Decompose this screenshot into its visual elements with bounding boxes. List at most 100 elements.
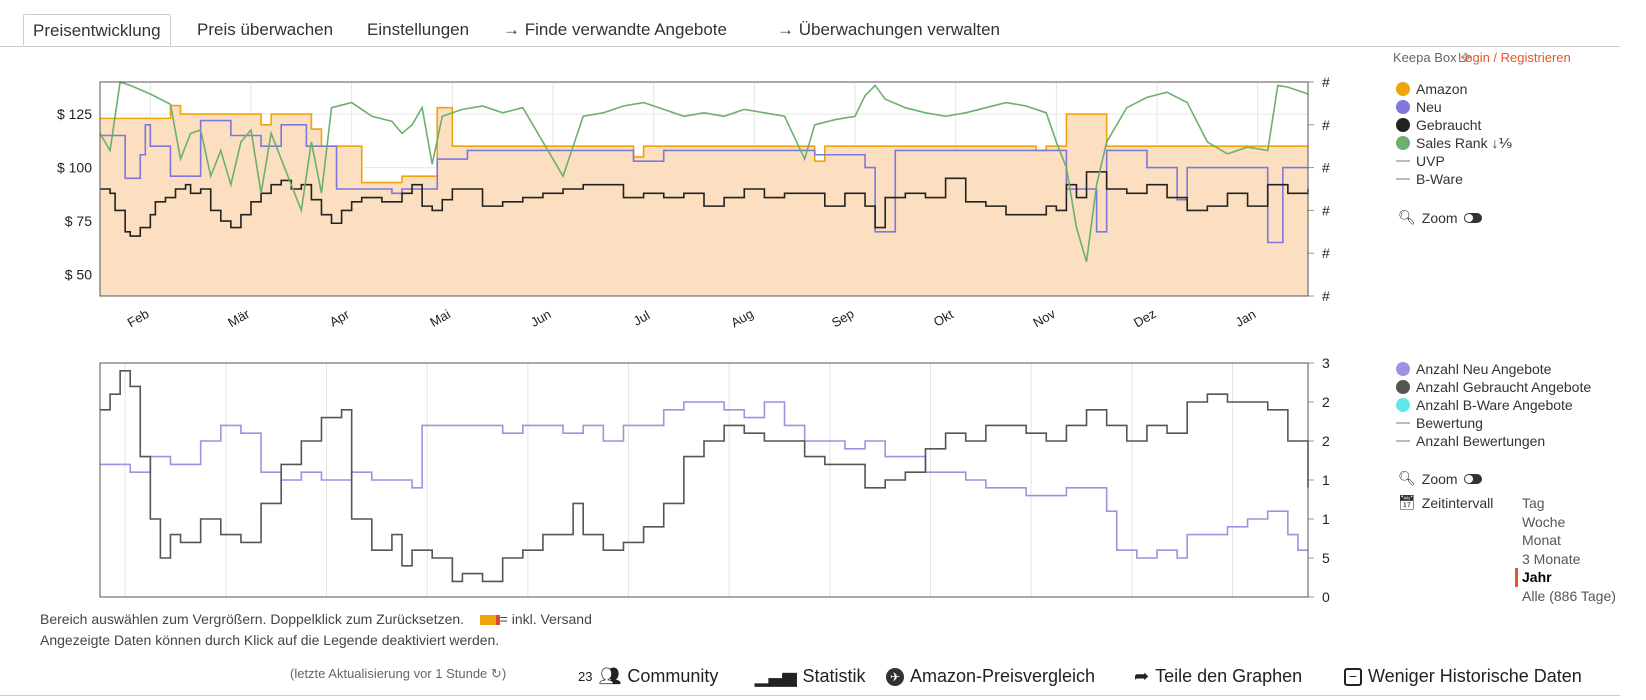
x-tick-label: Jan [1233,306,1259,329]
tab-einstellungen[interactable]: Einstellungen [367,20,470,39]
y-tick-right: 30 [1322,355,1330,371]
series-line-anzahl-neu-angebote [100,401,1308,559]
x-tick-label: Okt [931,306,956,329]
plus-icon: ✥ [1460,50,1472,65]
x-tick-label: Jun [528,306,554,329]
tab-finde-angebote[interactable]: → Finde verwandte Angebote [503,20,727,39]
interval-label: 📅︎ Zeitintervall [1398,494,1494,511]
y-tick-right: #10,000 [1322,245,1330,261]
tab-bar: Preisentwicklung Preis überwachen Einste… [0,0,1620,47]
price-chart[interactable]: $ 50 $ 75 $ 100 $ 125 #0 #2,500 #5,000 #7,500 #1… [0,70,1330,350]
legend-dot-icon [1396,398,1410,412]
legend-label: UVP [1416,153,1445,169]
legend-dot-icon [1396,100,1410,114]
x-tick-label: Dez [1131,306,1159,331]
x-tick-label: Jul [630,307,652,328]
y-tick-right: 25 [1322,394,1330,410]
zoom-toggle-1[interactable]: 🔍︎ Zoom [1398,209,1482,226]
interval-option[interactable]: Tag [1522,495,1545,511]
legend-note: Angezeigte Daten können durch Klick auf … [40,632,500,648]
series-line-anzahl-gebraucht-angebote [100,370,1309,583]
series-line-neu [100,119,1308,244]
search-icon: 🔍︎ [1398,209,1416,225]
y-tick-right: 5 [1322,550,1330,566]
legend-item[interactable]: Sales Rank ↓⅑ [1396,134,1512,152]
legend-label: Bewertung [1416,415,1483,431]
series-line-gebraucht [100,171,1309,237]
legend-item[interactable]: Bewertung [1396,414,1591,432]
users-icon: 👥︎ [598,666,622,686]
legend-label: Anzahl Bewertungen [1416,433,1546,449]
share-graph-link[interactable]: ➦ Teile den Graphen [1134,666,1303,686]
x-tick-label: Feb [125,306,152,330]
series-line-amazon [100,104,1308,184]
offers-chart[interactable]: 0 5 10 15 20 25 30 [0,355,1330,605]
y-tick-right: 20 [1322,433,1330,449]
interval-option[interactable]: Jahr [1515,568,1616,587]
statistics-link[interactable]: ▁▃▅ Statistik [755,666,866,686]
bottom-divider [0,695,1620,696]
legend-label: Anzahl Neu Angebote [1416,361,1552,377]
zoom-label: Zoom [1421,470,1458,487]
globe-icon: ✈︎ [886,667,904,686]
zoom-toggle-2[interactable]: 🔍︎ Zoom [1398,470,1482,487]
interval-option[interactable]: Alle (886 Tage) [1522,587,1616,604]
legend-item[interactable]: Gebraucht [1396,116,1512,134]
offers-legend: Anzahl Neu Angebote Anzahl Gebraucht Ange… [1396,360,1591,450]
bar-chart-icon: ▁▃▅ [755,666,797,686]
y-tick-right: 10 [1322,511,1330,527]
update-status: (letzte Aktualisierung vor 1 Stunde ↻) [290,666,507,681]
legend-item[interactable]: Amazon [1396,80,1512,98]
legend-item[interactable]: B-Ware [1396,170,1512,188]
y-tick-left: $ 100 [57,160,92,176]
interval-option[interactable]: 3 Monate [1522,550,1581,567]
legend-dash-icon [1396,440,1410,442]
community-link[interactable]: 23 👥︎ Community [578,666,719,686]
series-line-sales-rank [99,80,1309,262]
price-compare-link[interactable]: ✈︎ Amazon-Preisvergleich [886,666,1095,687]
legend-label: B-Ware [1416,171,1463,187]
share-icon: ➦ [1134,666,1150,686]
legend-label: Anzahl B-Ware Angebote [1416,397,1573,413]
keepa-box-link[interactable]: Keepa Box ✥ [1393,50,1472,65]
zoom-label: Zoom [1421,209,1458,226]
legend-dot-icon [1396,136,1410,150]
x-tick-label: Sep [829,306,857,331]
legend-dash-icon [1396,178,1410,180]
legend-dash-icon [1396,422,1410,424]
legend-item[interactable]: Anzahl Neu Angebote [1396,360,1591,378]
tab-preisentwicklung[interactable]: Preisentwicklung [23,14,171,46]
plot-frame [99,362,1309,598]
y-tick-right: #0 [1322,74,1330,90]
legend-item[interactable]: Anzahl Gebraucht Angebote [1396,378,1591,396]
legend-label: Anzahl Gebraucht Angebote [1416,379,1592,395]
y-tick-left: $ 75 [65,213,92,229]
legend-item[interactable]: Anzahl Bewertungen [1396,432,1591,450]
y-tick-right: #2,500 [1322,117,1330,133]
less-history-link[interactable]: − Weniger Historische Daten [1344,666,1582,687]
legend-item[interactable]: UVP [1396,152,1512,170]
legend-item[interactable]: Neu [1396,98,1512,116]
y-tick-right: #5,000 [1322,160,1330,176]
legend-label: Sales Rank ↓⅑ [1416,135,1513,151]
legend-dot-icon [1396,362,1410,376]
truck-icon [479,615,500,626]
x-tick-label: Mär [225,306,252,331]
minus-square-icon: − [1344,667,1362,686]
y-tick-right: 15 [1322,472,1330,488]
login-link[interactable]: Login / Registrieren [1458,50,1571,65]
refresh-icon[interactable]: ↻ [490,666,502,681]
legend-label: Amazon [1416,81,1468,97]
search-icon: 🔍︎ [1398,470,1416,486]
legend-item[interactable]: Anzahl B-Ware Angebote [1396,396,1591,414]
tab-preis-ueberwachen[interactable]: Preis überwachen [197,20,334,39]
legend-dot-icon [1396,380,1410,394]
interval-option[interactable]: Woche [1522,513,1566,530]
y-tick-right: #12,500 [1322,288,1330,304]
x-tick-label: Apr [327,306,353,329]
help-note: Bereich auswählen zum Vergrößern. Doppel… [40,611,592,627]
toggle-icon [1463,473,1482,484]
interval-option[interactable]: Monat [1522,532,1561,548]
tab-ueberwachungen[interactable]: → Überwachungen verwalten [777,20,1001,39]
legend-label: Gebraucht [1416,117,1482,133]
